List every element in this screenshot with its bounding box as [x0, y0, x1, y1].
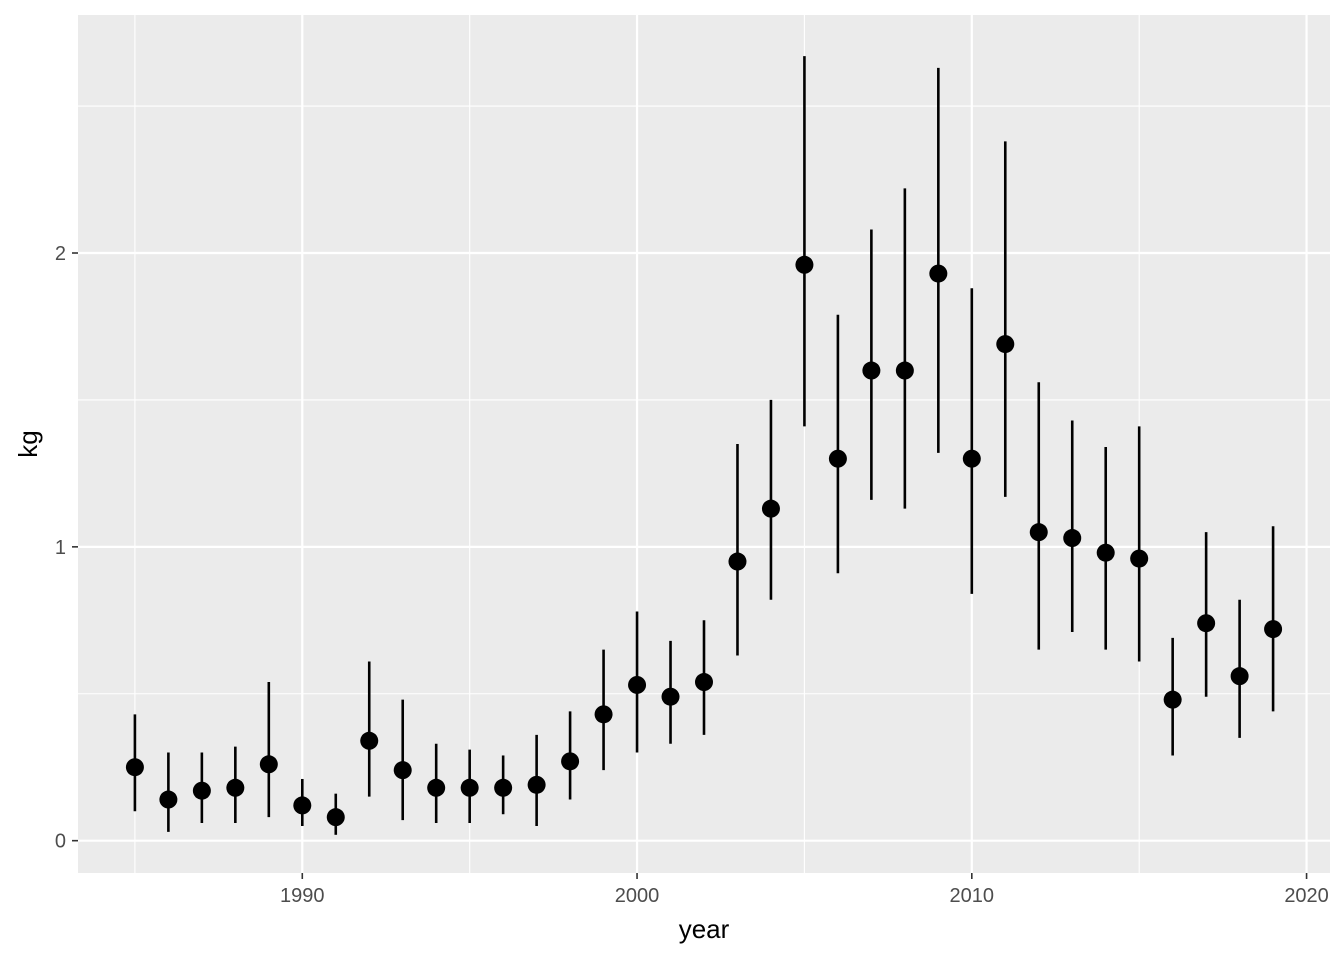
data-point [761, 499, 780, 518]
data-point [1130, 549, 1149, 568]
data-point [895, 361, 914, 380]
x-tick-label: 2010 [950, 885, 995, 907]
data-point [728, 552, 747, 571]
y-axis: 0 1 2 [55, 243, 78, 853]
data-point [1163, 690, 1182, 709]
y-tick-label: 2 [55, 243, 66, 265]
data-point [226, 778, 245, 797]
data-point [929, 264, 948, 283]
data-point [828, 449, 847, 468]
data-point [695, 673, 713, 692]
data-point [259, 755, 278, 774]
x-axis-title: year [679, 914, 730, 944]
data-point [795, 255, 814, 274]
data-point [594, 705, 613, 724]
data-point [494, 778, 513, 797]
panel-background [78, 15, 1330, 873]
data-points [125, 255, 1283, 827]
data-point [996, 335, 1015, 354]
y-tick-label: 1 [55, 537, 66, 559]
y-tick-label: 0 [55, 831, 66, 853]
data-point [1063, 529, 1082, 548]
data-point [427, 778, 446, 797]
x-tick-label: 1990 [280, 885, 325, 907]
data-point [1029, 523, 1048, 542]
major-gridlines [78, 15, 1330, 873]
x-tick-label: 2000 [615, 885, 660, 907]
data-point [192, 781, 211, 800]
x-axis: 1990 2000 2010 2020 [280, 873, 1329, 907]
data-point [125, 758, 144, 777]
data-point [360, 731, 379, 750]
data-point [527, 775, 546, 794]
data-point [326, 808, 345, 827]
data-point [1096, 543, 1115, 562]
data-point [561, 752, 580, 771]
data-point [460, 778, 479, 797]
y-axis-title: kg [13, 430, 43, 457]
data-point [1230, 667, 1249, 686]
data-point [293, 796, 312, 815]
x-tick-label: 2020 [1284, 885, 1329, 907]
data-point [393, 761, 412, 780]
data-point [661, 687, 680, 706]
data-point [862, 361, 881, 380]
data-point [159, 790, 178, 809]
data-point [1197, 614, 1216, 633]
data-point [962, 449, 981, 468]
data-point [1264, 620, 1283, 639]
data-point [628, 675, 647, 694]
